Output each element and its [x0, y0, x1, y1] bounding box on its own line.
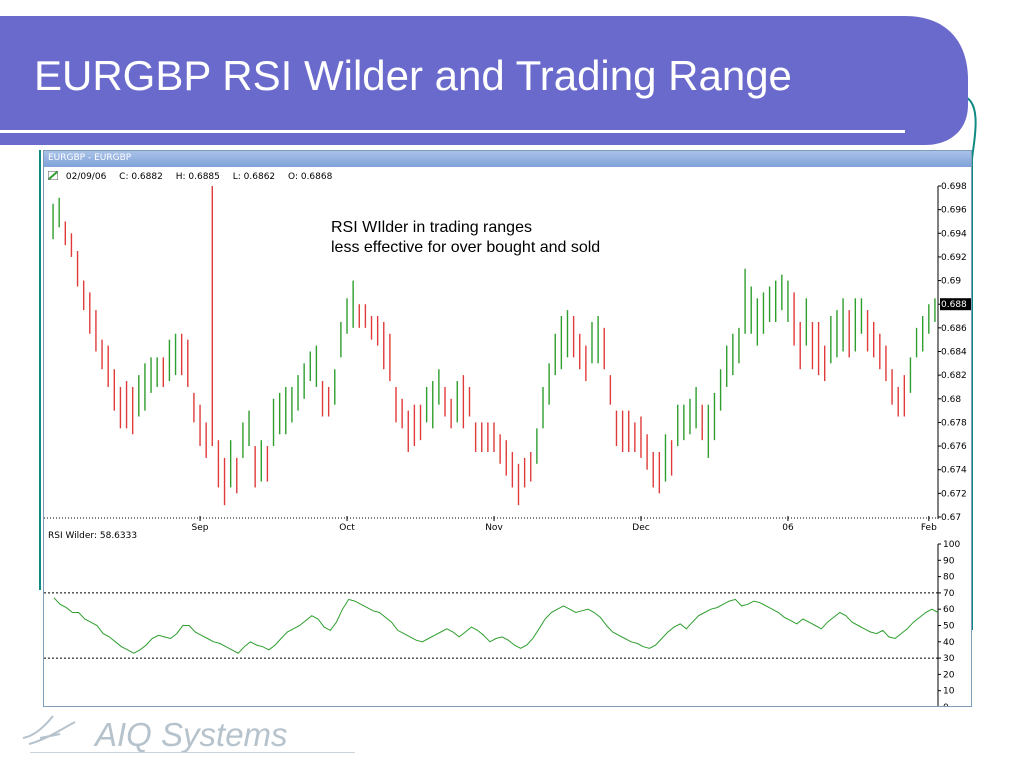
- rsi-tick-label: 0: [943, 703, 949, 707]
- price-tick-label: 0.688: [941, 300, 967, 310]
- rsi-tick-label: 30: [943, 654, 955, 664]
- aiq-logo: AIQ Systems: [15, 708, 355, 758]
- slide-title: EURGBP RSI Wilder and Trading Range: [34, 52, 792, 99]
- x-tick-label: Feb: [921, 523, 937, 533]
- price-tick-label: 0.698: [941, 182, 967, 192]
- info-high: H: 0.6885: [175, 172, 220, 182]
- x-tick-label: Oct: [339, 523, 355, 533]
- rsi-tick-label: 10: [943, 687, 955, 697]
- ohlc-info-line: 02/09/06 C: 0.6882 H: 0.6885 L: 0.6862 O…: [48, 171, 342, 183]
- chart-annotation: RSI WIlder in trading ranges: [331, 219, 532, 236]
- price-tick-label: 0.686: [941, 324, 967, 334]
- logo-underline: [30, 752, 355, 753]
- price-tick-label: 0.68: [941, 395, 961, 405]
- x-tick-label: Dec: [632, 523, 649, 533]
- rsi-tick-label: 100: [943, 540, 960, 550]
- window-titlebar[interactable]: EURGBP - EURGBP: [44, 151, 971, 167]
- rsi-tick-label: 70: [943, 589, 955, 599]
- price-tick-label: 0.676: [941, 442, 967, 452]
- header-banner: [0, 16, 968, 145]
- rsi-label: RSI Wilder: 58.6333: [48, 531, 137, 541]
- chart-window[interactable]: EURGBP - EURGBP 02/09/06 C: 0.6882 H: 0.…: [43, 150, 972, 707]
- header-underline: [0, 130, 905, 133]
- info-low: L: 0.6862: [232, 172, 276, 182]
- price-tick-label: 0.678: [941, 418, 967, 428]
- price-tick-label: 0.684: [941, 348, 967, 358]
- x-tick-label: 06: [782, 523, 794, 533]
- rsi-tick-label: 50: [943, 622, 955, 632]
- rsi-tick-label: 60: [943, 605, 955, 615]
- rsi-series-line: [53, 597, 939, 654]
- current-price-box: [940, 298, 971, 311]
- price-tick-label: 0.69: [941, 277, 961, 287]
- price-tick-label: 0.682: [941, 371, 967, 381]
- rsi-tick-label: 90: [943, 556, 955, 566]
- chart-annotation: less effective for over bought and sold: [331, 239, 600, 256]
- price-tick-label: 0.692: [941, 253, 967, 263]
- price-tick-label: 0.67: [941, 513, 961, 523]
- window-title: EURGBP - EURGBP: [48, 153, 132, 163]
- info-date: 02/09/06: [65, 172, 107, 182]
- logo-mark-icon: [22, 715, 76, 745]
- price-tick-label: 0.674: [941, 466, 967, 476]
- price-tick-label: 0.694: [941, 229, 967, 239]
- x-tick-label: Sep: [192, 523, 209, 533]
- price-tick-label: 0.672: [941, 489, 967, 499]
- rsi-tick-label: 40: [943, 638, 955, 648]
- info-close: C: 0.6882: [119, 172, 163, 182]
- logo-text: AIQ Systems: [95, 716, 288, 753]
- rsi-tick-label: 20: [943, 670, 955, 680]
- x-tick-label: Nov: [485, 523, 503, 533]
- price-tick-label: 0.696: [941, 206, 967, 216]
- info-open: O: 0.6868: [288, 172, 333, 182]
- price-rsi-chart: 0.6980.6960.6940.6920.690.6880.6860.6840…: [44, 182, 971, 707]
- rsi-tick-label: 80: [943, 573, 955, 583]
- drawing-tool-icon[interactable]: [48, 171, 58, 180]
